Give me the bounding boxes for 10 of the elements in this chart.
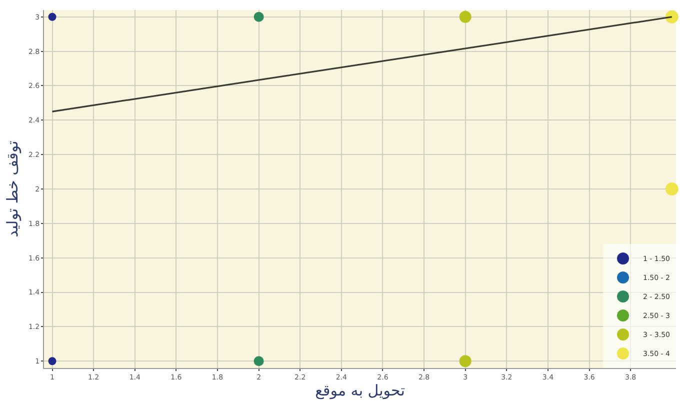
point bbox=[254, 356, 264, 366]
point bbox=[459, 10, 472, 23]
x-axis-title: تحویل به موقع bbox=[315, 381, 405, 400]
point bbox=[459, 355, 472, 368]
point bbox=[665, 10, 678, 24]
y-axis-title: توقف خط تولید bbox=[4, 140, 22, 238]
point bbox=[665, 182, 678, 196]
point bbox=[254, 12, 264, 22]
point bbox=[48, 357, 56, 366]
point bbox=[48, 12, 56, 21]
